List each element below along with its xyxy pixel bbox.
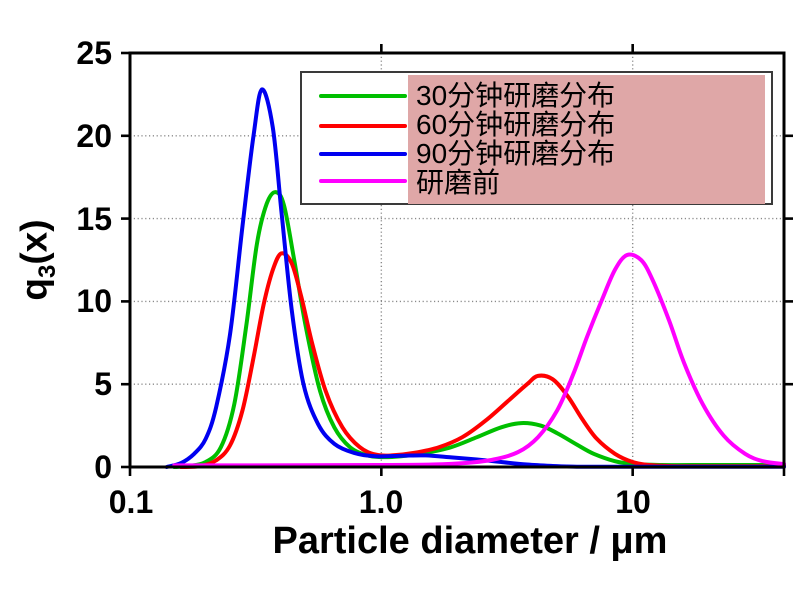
legend-label-before-grinding: 研磨前	[416, 167, 501, 198]
y-tick-label-20: 20	[76, 118, 112, 154]
y-title-subscript: 3	[33, 264, 61, 278]
curve-1	[179, 251, 786, 469]
legend-swatch-magenta-line	[319, 179, 407, 183]
y-title-base: q	[13, 278, 55, 301]
legend: 30分钟研磨分布 60分钟研磨分布 90分钟研磨分布 研磨前	[300, 71, 773, 205]
y-tick-label-10: 10	[76, 283, 112, 319]
legend-highlight-overlay	[408, 75, 765, 204]
y-tick-label-25: 25	[76, 35, 112, 71]
plot-frame	[128, 51, 786, 469]
legend-label-30min: 30分钟研磨分布	[416, 80, 616, 111]
legend-swatch-red-line	[319, 124, 407, 128]
y-axis-title: q3(x)	[13, 178, 61, 343]
x-tick-label-0.1: 0.1	[108, 484, 154, 520]
y-tick-label-15: 15	[76, 201, 112, 237]
y-tick-label-0: 0	[94, 449, 112, 485]
x-tick-label-10: 10	[615, 484, 651, 520]
legend-swatch-blue-line	[319, 152, 407, 156]
legend-label-90min: 90分钟研磨分布	[416, 138, 616, 169]
x-tick-label-1.0: 1.0	[358, 484, 404, 520]
y-tick-label-5: 5	[94, 366, 112, 402]
curve-3	[172, 252, 786, 468]
x-axis-title: Particle diameter / μm	[272, 520, 668, 562]
legend-label-60min: 60分钟研磨分布	[416, 109, 616, 140]
legend-swatch-green-line	[319, 94, 407, 98]
y-title-rest: (x)	[13, 219, 55, 265]
